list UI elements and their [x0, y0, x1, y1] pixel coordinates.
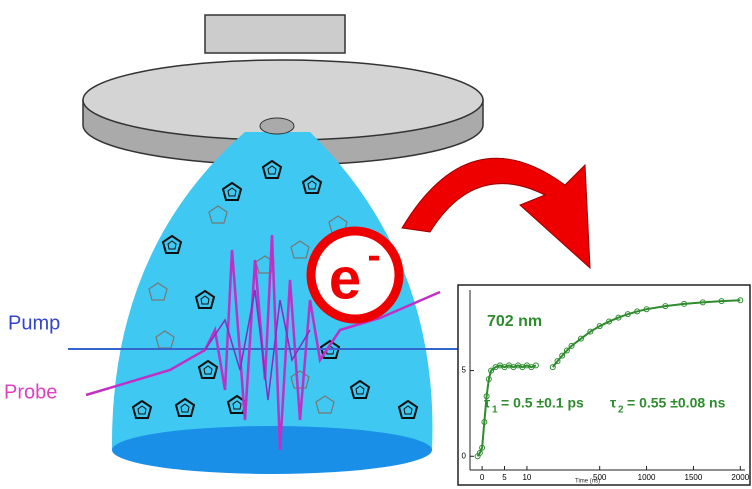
- arrow: [401, 157, 591, 270]
- data-point: [485, 376, 492, 383]
- holder-top: [204, 14, 346, 54]
- x-tick-label: 10: [522, 473, 531, 482]
- y-tick-label: 0: [462, 451, 467, 460]
- electron-circle: [306, 226, 404, 324]
- x-tick-label: 2000: [731, 473, 749, 482]
- fit-line: [552, 299, 741, 368]
- data-point: [587, 328, 594, 335]
- x-axis-label: Time (ns): [575, 479, 600, 485]
- data-point: [577, 335, 584, 342]
- data-point: [643, 306, 650, 313]
- fit-line: [476, 364, 537, 457]
- data-point: [699, 299, 706, 306]
- data-point: [479, 444, 486, 451]
- electron-label: e: [329, 246, 361, 311]
- data-point: [483, 393, 490, 400]
- data-point: [606, 318, 613, 325]
- data-point: [559, 352, 566, 359]
- nozzle: [259, 117, 295, 135]
- data-point: [624, 311, 631, 318]
- probe-beam: [85, 234, 441, 451]
- pump-label: Pump: [8, 312, 60, 334]
- tau2: τ 2 = 0.55 ±0.08 ns: [610, 395, 726, 416]
- tau-symbol: τ: [610, 395, 617, 411]
- data-point: [532, 362, 539, 369]
- x-tick-label: 1000: [638, 473, 656, 482]
- data-point: [476, 449, 483, 456]
- tau-text: = 0.55 ±0.08 ns: [627, 395, 726, 411]
- data-point: [681, 300, 688, 307]
- inset-frame: [457, 284, 751, 486]
- data-point: [662, 303, 669, 310]
- data-point: [568, 342, 575, 349]
- x-tick-label: 5: [502, 473, 507, 482]
- x-tick-label: 500: [593, 473, 607, 482]
- spray-base: [112, 426, 432, 474]
- x-tick-label: 1500: [685, 473, 703, 482]
- electron-charge: -: [367, 234, 380, 278]
- data-point: [718, 298, 725, 305]
- data-point: [634, 308, 641, 315]
- data-point: [549, 364, 556, 371]
- tau1: τ 1 = 0.5 ±0.1 ps: [484, 395, 584, 416]
- data-point: [481, 419, 488, 425]
- data-point: [615, 314, 622, 321]
- data-point: [563, 347, 570, 354]
- spray: [111, 132, 433, 450]
- inset-title: 702 nm: [487, 313, 542, 330]
- data-point: [596, 323, 603, 330]
- tau-sub: 1: [492, 405, 498, 416]
- tau-text: = 0.5 ±0.1 ps: [501, 395, 584, 411]
- data-point: [554, 358, 561, 365]
- data-point: [737, 297, 744, 304]
- tau-symbol: τ: [484, 395, 491, 411]
- inset-plot: 702 nm τ 1 = 0.5 ±0.1 ps τ 2 = 0.55 ±0.0…: [484, 313, 726, 484]
- data-point: [488, 367, 495, 374]
- y-tick-label: 5: [462, 366, 467, 375]
- probe-wave: [204, 289, 311, 401]
- probe-label: Probe: [4, 381, 57, 403]
- tau-sub: 2: [618, 405, 624, 416]
- x-tick-label: 0: [480, 473, 485, 482]
